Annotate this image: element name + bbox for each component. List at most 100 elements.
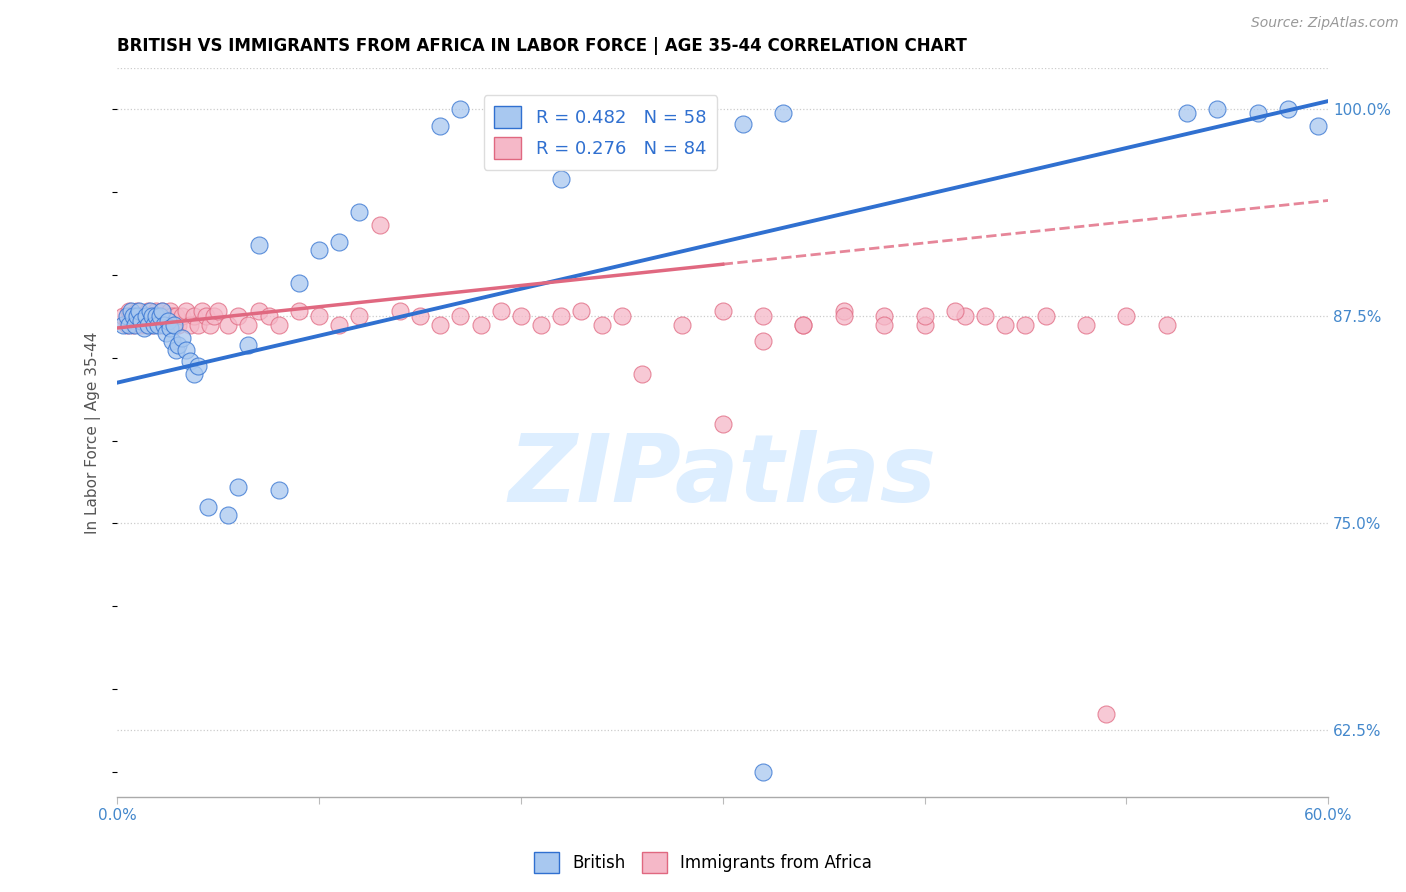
Point — [112, 310, 135, 324]
Point — [752, 334, 775, 349]
Point — [146, 318, 169, 332]
Point — [470, 318, 492, 332]
Point — [132, 310, 155, 324]
Point — [191, 304, 214, 318]
Point — [149, 310, 172, 324]
Point — [179, 318, 201, 332]
Point — [550, 310, 572, 324]
Point — [136, 304, 159, 318]
Point — [138, 304, 160, 318]
Point — [128, 304, 150, 318]
Point — [145, 304, 167, 318]
Point — [1306, 119, 1329, 133]
Point — [792, 318, 814, 332]
Point — [943, 304, 966, 318]
Point — [247, 304, 270, 318]
Point — [1156, 318, 1178, 332]
Point — [141, 318, 163, 332]
Point — [257, 310, 280, 324]
Point — [132, 321, 155, 335]
Point — [152, 318, 174, 332]
Point — [994, 318, 1017, 332]
Point — [1095, 706, 1118, 721]
Point — [156, 314, 179, 328]
Point — [131, 318, 153, 332]
Point — [124, 318, 146, 332]
Point — [120, 304, 142, 318]
Point — [135, 310, 157, 324]
Point — [159, 321, 181, 335]
Point — [183, 368, 205, 382]
Point — [112, 318, 135, 332]
Point — [1035, 310, 1057, 324]
Point — [509, 310, 531, 324]
Point — [873, 310, 896, 324]
Point — [429, 119, 451, 133]
Point — [152, 314, 174, 328]
Point — [571, 304, 593, 318]
Point — [772, 105, 794, 120]
Point — [142, 314, 165, 328]
Text: ZIPatlas: ZIPatlas — [509, 430, 936, 522]
Point — [489, 304, 512, 318]
Point — [308, 243, 330, 257]
Point — [174, 304, 197, 318]
Point — [217, 318, 239, 332]
Point — [449, 103, 471, 117]
Point — [138, 310, 160, 324]
Point — [914, 318, 936, 332]
Point — [1074, 318, 1097, 332]
Point — [328, 235, 350, 249]
Point — [122, 310, 145, 324]
Point — [288, 304, 311, 318]
Point — [163, 318, 186, 332]
Point — [731, 117, 754, 131]
Point — [165, 343, 187, 357]
Point — [179, 354, 201, 368]
Point — [155, 310, 177, 324]
Point — [117, 318, 139, 332]
Point — [156, 318, 179, 332]
Point — [197, 500, 219, 514]
Point — [711, 417, 734, 431]
Y-axis label: In Labor Force | Age 35-44: In Labor Force | Age 35-44 — [86, 331, 101, 533]
Point — [165, 310, 187, 324]
Point — [149, 318, 172, 332]
Point — [159, 304, 181, 318]
Point — [267, 318, 290, 332]
Point — [127, 304, 149, 318]
Point — [914, 310, 936, 324]
Point — [267, 483, 290, 498]
Point — [160, 334, 183, 349]
Point — [202, 310, 225, 324]
Point — [142, 318, 165, 332]
Point — [217, 508, 239, 522]
Point — [120, 310, 142, 324]
Point — [711, 304, 734, 318]
Point — [671, 103, 693, 117]
Point — [610, 310, 633, 324]
Point — [591, 318, 613, 332]
Point — [124, 314, 146, 328]
Point — [349, 310, 371, 324]
Point — [873, 318, 896, 332]
Point — [195, 310, 218, 324]
Point — [1175, 105, 1198, 120]
Point — [1246, 105, 1268, 120]
Point — [409, 310, 432, 324]
Point — [449, 310, 471, 324]
Point — [228, 310, 250, 324]
Point — [118, 304, 141, 318]
Point — [155, 326, 177, 340]
Point — [247, 238, 270, 252]
Point — [651, 103, 673, 117]
Point — [671, 318, 693, 332]
Point — [150, 304, 173, 318]
Point — [122, 318, 145, 332]
Point — [174, 343, 197, 357]
Legend: R = 0.482   N = 58, R = 0.276   N = 84: R = 0.482 N = 58, R = 0.276 N = 84 — [484, 95, 717, 170]
Point — [631, 111, 654, 125]
Point — [349, 205, 371, 219]
Point — [752, 764, 775, 779]
Point — [136, 318, 159, 332]
